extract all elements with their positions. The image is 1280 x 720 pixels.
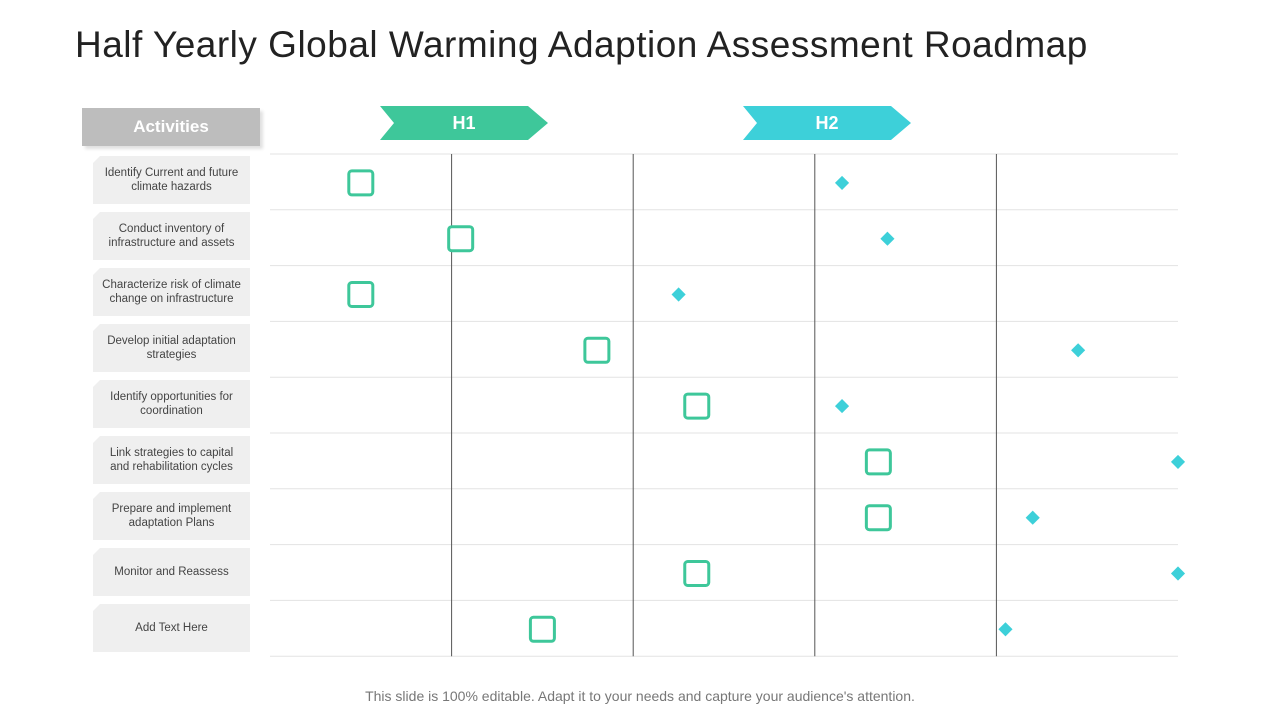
- activities-header: Activities: [82, 108, 260, 146]
- activity-label: Identify Current and future climate haza…: [93, 156, 250, 204]
- footer-note: This slide is 100% editable. Adapt it to…: [365, 688, 915, 704]
- activity-label: Prepare and implement adaptation Plans: [93, 492, 250, 540]
- bar-end-marker: [834, 175, 850, 190]
- phase-h2-banner: H2: [743, 106, 911, 140]
- bar-start-marker: [447, 225, 475, 253]
- bar-end-marker: [1170, 566, 1186, 581]
- bar-end-marker: [880, 231, 895, 246]
- activity-label: Identify opportunities for coordination: [93, 380, 250, 428]
- bar-start-marker: [347, 281, 375, 308]
- bar-end-marker: [1071, 343, 1086, 358]
- bar-start-marker: [864, 504, 892, 532]
- bar-start-marker: [528, 615, 556, 643]
- bar-start-marker: [347, 169, 375, 197]
- activity-label: Add Text Here: [93, 604, 250, 652]
- activity-label: Monitor and Reassess: [93, 548, 250, 596]
- bar-start-marker: [683, 392, 711, 420]
- bar-start-marker: [683, 560, 711, 587]
- activity-label: Link strategies to capital and rehabilit…: [93, 436, 250, 484]
- bar-end-marker: [671, 287, 686, 302]
- slide-title: Half Yearly Global Warming Adaption Asse…: [75, 24, 1088, 65]
- bar-end-marker: [1025, 510, 1040, 525]
- bar-start-marker: [864, 448, 892, 476]
- activity-label: Characterize risk of climate change on i…: [93, 268, 250, 316]
- bar-end-marker: [1170, 454, 1186, 469]
- bar-end-marker: [998, 622, 1013, 637]
- activity-label: Develop initial adaptation strategies: [93, 324, 250, 372]
- bar-start-marker: [583, 336, 611, 364]
- bar-end-marker: [834, 399, 850, 414]
- activity-label: Conduct inventory of infrastructure and …: [93, 212, 250, 260]
- phase-h1-banner: H1: [380, 106, 548, 140]
